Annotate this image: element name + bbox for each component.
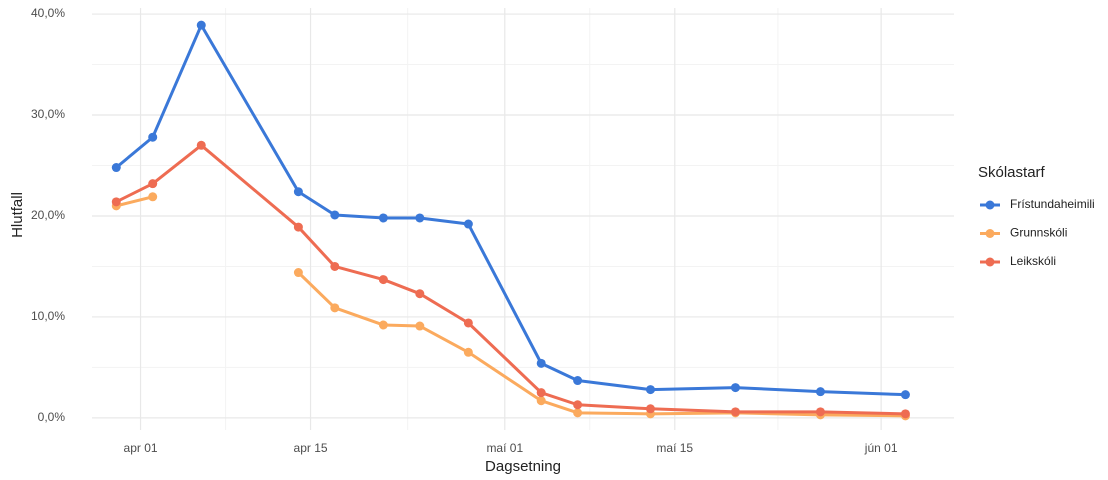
y-tick-label: 30,0%: [31, 107, 65, 121]
data-point: [293, 222, 303, 232]
x-tick-label: jún 01: [864, 441, 898, 455]
data-point: [330, 210, 340, 220]
data-point: [293, 268, 303, 278]
data-point: [900, 409, 910, 419]
data-point: [148, 192, 158, 202]
x-axis-title: Dagsetning: [485, 458, 561, 475]
y-tick-label: 40,0%: [31, 6, 65, 20]
data-point: [196, 20, 206, 30]
y-tick-label: 0,0%: [38, 410, 66, 424]
data-point: [196, 140, 206, 150]
data-point: [815, 387, 825, 397]
series-line: [115, 143, 906, 416]
legend-swatch-point: [985, 200, 995, 210]
data-point: [378, 320, 388, 330]
data-point: [111, 197, 121, 207]
data-point: [330, 261, 340, 271]
legend-label: Frístundaheimili: [1010, 197, 1095, 211]
data-point: [573, 400, 583, 410]
data-point: [378, 213, 388, 223]
data-point: [730, 407, 740, 417]
data-point: [293, 187, 303, 197]
data-point: [645, 404, 655, 414]
data-point: [415, 289, 425, 299]
data-point: [645, 385, 655, 395]
legend-swatch-point: [985, 257, 995, 267]
data-point: [900, 390, 910, 400]
data-point: [463, 318, 473, 328]
x-tick-label: apr 15: [294, 441, 328, 455]
series-line: [115, 23, 906, 397]
legend-swatch-point: [985, 229, 995, 238]
data-point: [111, 163, 121, 173]
data-point: [378, 275, 388, 285]
data-point: [536, 358, 546, 368]
data-point: [415, 213, 425, 223]
data-point: [815, 407, 825, 417]
y-tick-label: 10,0%: [31, 309, 65, 323]
legend-title: Skólastarf: [978, 164, 1046, 181]
y-tick-label: 20,0%: [31, 208, 65, 222]
x-tick-label: apr 01: [124, 441, 158, 455]
legend-label: Grunnskóli: [1010, 226, 1067, 240]
data-point: [730, 383, 740, 393]
data-point: [536, 396, 546, 406]
data-point: [573, 376, 583, 386]
data-point: [148, 132, 158, 142]
x-tick-label: maí 15: [656, 441, 693, 455]
data-point: [415, 321, 425, 331]
data-point: [573, 408, 583, 418]
data-point: [148, 179, 158, 189]
y-axis-title: Hlutfall: [9, 192, 26, 238]
data-point: [330, 303, 340, 313]
legend-label: Leikskóli: [1010, 254, 1056, 268]
data-point: [463, 219, 473, 229]
x-tick-label: maí 01: [486, 441, 523, 455]
data-point: [536, 388, 546, 398]
data-point: [463, 347, 473, 357]
